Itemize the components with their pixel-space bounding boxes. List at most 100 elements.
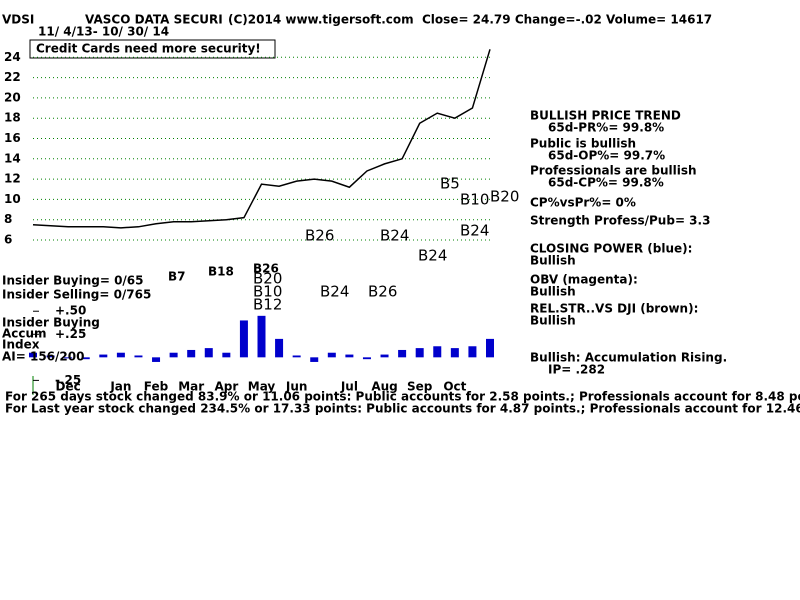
x-tick-label: Dec bbox=[56, 380, 81, 394]
bar bbox=[275, 338, 284, 358]
bar bbox=[204, 348, 213, 358]
bar bbox=[222, 352, 231, 358]
bar bbox=[398, 349, 407, 358]
footer-line: For Last year stock changed 234.5% or 17… bbox=[5, 402, 800, 416]
y-tick-label: 12 bbox=[4, 172, 21, 186]
signal-label: B20 bbox=[490, 188, 519, 206]
signal-label: B26 bbox=[368, 283, 397, 301]
signal-label: B26 bbox=[305, 227, 334, 245]
bar bbox=[81, 357, 90, 360]
signal-label: B24 bbox=[380, 227, 409, 245]
signal-label: B12 bbox=[253, 296, 282, 314]
signal-label: B24 bbox=[320, 283, 349, 301]
price-line bbox=[32, 49, 491, 229]
left-label: Insider Selling= 0/765 bbox=[2, 288, 151, 302]
bar bbox=[29, 352, 37, 358]
signal-label: B7 bbox=[168, 270, 186, 284]
source: (C)2014 www.tigersoft.com bbox=[228, 13, 414, 27]
signal-label: B5 bbox=[440, 175, 460, 193]
y-tick-label: -.25 bbox=[55, 373, 81, 387]
panel-title: OBV (magenta): bbox=[530, 273, 638, 287]
bar bbox=[415, 348, 424, 358]
x-tick-label: Feb bbox=[144, 380, 169, 394]
signal-label: B18 bbox=[208, 265, 234, 279]
x-tick-label: Sep bbox=[407, 380, 433, 394]
symbol: VDSI bbox=[2, 13, 34, 27]
bar bbox=[380, 354, 389, 358]
bar bbox=[468, 346, 477, 358]
panel-title: CLOSING POWER (blue): bbox=[530, 242, 692, 256]
x-tick-label: Jan bbox=[109, 380, 131, 394]
panel-title: Bullish: Accumulation Rising. bbox=[530, 351, 727, 365]
y-tick-label: 20 bbox=[4, 90, 21, 104]
x-tick-label: Mar bbox=[178, 380, 204, 394]
bar bbox=[64, 357, 73, 359]
y-tick-label: 14 bbox=[4, 151, 21, 165]
y-tick-label: 22 bbox=[4, 70, 21, 84]
panel-title: BULLISH PRICE TREND bbox=[530, 109, 681, 123]
headline-box bbox=[29, 39, 276, 59]
left-label: Accum bbox=[2, 327, 47, 341]
y-tick-label: 18 bbox=[4, 111, 21, 125]
x-tick-label: Jul bbox=[340, 380, 358, 394]
y-tick-label: +.25 bbox=[55, 327, 86, 341]
bar bbox=[362, 357, 371, 360]
y-tick-label: 8 bbox=[4, 212, 12, 226]
bar bbox=[450, 348, 459, 358]
y-tick-label: 24 bbox=[4, 50, 21, 64]
left-label: AI= 156/200 bbox=[2, 350, 84, 364]
panel-title: Professionals are bullish bbox=[530, 164, 697, 178]
bar bbox=[239, 320, 248, 358]
y-tick-label: 16 bbox=[4, 131, 21, 145]
panel-detail: 65d-PR%= 99.8% bbox=[548, 121, 664, 135]
headline: Credit Cards need more security! bbox=[36, 42, 261, 56]
panel-title: Public is bullish bbox=[530, 137, 636, 151]
bar bbox=[257, 315, 266, 358]
signal-label: B10 bbox=[253, 283, 282, 301]
signal-label: B10 bbox=[460, 191, 489, 209]
x-tick-label: Apr bbox=[214, 380, 238, 394]
bar bbox=[187, 349, 196, 358]
x-tick-label: Oct bbox=[443, 380, 466, 394]
bar bbox=[116, 352, 125, 358]
quote: Close= 24.79 Change=-.02 Volume= 14617 bbox=[422, 13, 712, 27]
y-tick-label: 6 bbox=[4, 233, 12, 247]
panel-detail: Bullish bbox=[530, 314, 576, 328]
panel-detail: IP= .282 bbox=[548, 363, 605, 377]
x-tick-label: May bbox=[248, 380, 276, 394]
y-tick-label: 10 bbox=[4, 192, 21, 206]
panel-title: Strength Profess/Pub= 3.3 bbox=[530, 214, 710, 228]
bar bbox=[292, 355, 301, 358]
bar bbox=[152, 357, 161, 362]
bar bbox=[134, 355, 143, 358]
bar bbox=[310, 357, 319, 362]
bar bbox=[99, 354, 108, 358]
left-label: Insider Buying= 0/65 bbox=[2, 274, 144, 288]
bar bbox=[327, 352, 336, 358]
bar bbox=[433, 346, 442, 358]
x-tick-label: Aug bbox=[371, 380, 397, 394]
signal-label: B26 bbox=[253, 262, 279, 276]
bar bbox=[169, 352, 178, 358]
panel-detail: Bullish bbox=[530, 285, 576, 299]
panel-detail: Bullish bbox=[530, 254, 576, 268]
panel-title: CP%vsPr%= 0% bbox=[530, 196, 636, 210]
company: VASCO DATA SECURI bbox=[85, 13, 223, 27]
bar bbox=[345, 354, 354, 358]
panel-detail: 65d-OP%= 99.7% bbox=[548, 149, 665, 163]
bar bbox=[486, 338, 494, 358]
left-label: Index bbox=[2, 338, 40, 352]
x-tick-label: Jun bbox=[285, 380, 308, 394]
bar bbox=[46, 355, 55, 358]
y-tick-label: +.50 bbox=[55, 304, 86, 318]
signal-label: B24 bbox=[460, 222, 489, 240]
left-label: Insider Buying bbox=[2, 316, 100, 330]
date-range: 11/ 4/13- 10/ 30/ 14 bbox=[38, 25, 169, 39]
footer-line: For 265 days stock changed 83.9% or 11.0… bbox=[5, 390, 800, 404]
signal-label: B24 bbox=[418, 247, 447, 265]
panel-title: REL.STR..VS DJI (brown): bbox=[530, 302, 698, 316]
signal-label: B20 bbox=[253, 270, 282, 288]
panel-detail: 65d-CP%= 99.8% bbox=[548, 176, 664, 190]
